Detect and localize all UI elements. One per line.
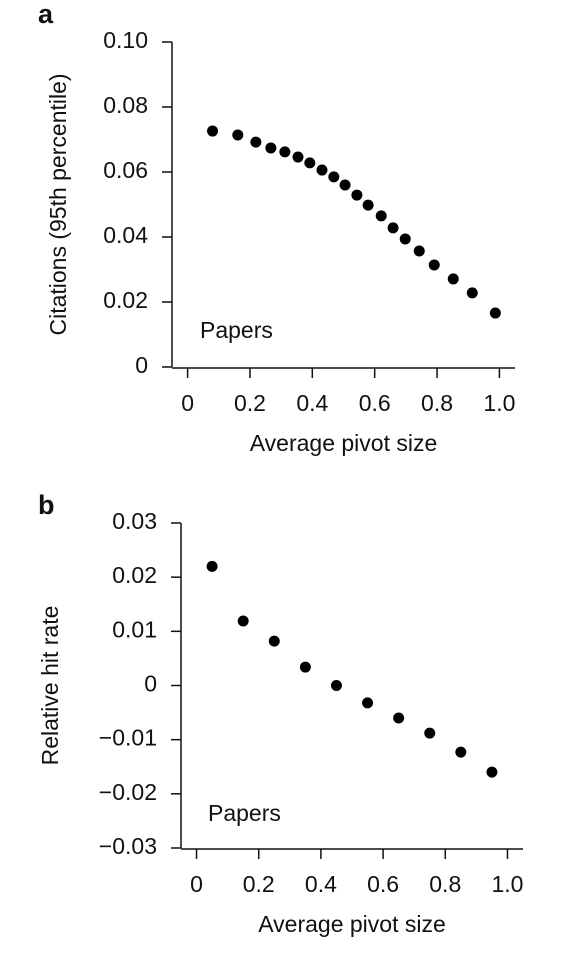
y-axis-label: Relative hit rate bbox=[37, 606, 63, 766]
x-tick-label: 0.2 bbox=[243, 871, 275, 897]
point bbox=[489, 307, 501, 319]
annotation: Papers bbox=[200, 317, 273, 343]
y-tick-label: −0.01 bbox=[99, 725, 157, 751]
panel-label: a bbox=[38, 0, 54, 29]
point bbox=[399, 233, 411, 245]
y-axis-label: Citations (95th percentile) bbox=[45, 73, 71, 335]
point bbox=[424, 727, 436, 739]
x-tick-label: 1.0 bbox=[491, 871, 523, 897]
x-tick-label: 0 bbox=[181, 390, 194, 416]
point bbox=[362, 697, 374, 709]
point bbox=[237, 615, 249, 627]
point bbox=[428, 259, 440, 271]
y-tick-label: 0 bbox=[135, 352, 148, 378]
point bbox=[207, 125, 219, 137]
point bbox=[232, 129, 244, 141]
point bbox=[413, 245, 425, 257]
point bbox=[304, 157, 316, 169]
point bbox=[362, 199, 374, 211]
x-tick-label: 0.8 bbox=[429, 871, 461, 897]
point bbox=[375, 210, 387, 222]
x-tick-label: 0.6 bbox=[359, 390, 391, 416]
y-tick-label: 0.03 bbox=[112, 508, 157, 534]
y-tick-label: 0 bbox=[144, 671, 157, 697]
point bbox=[330, 680, 342, 691]
point bbox=[250, 136, 262, 148]
panel-label: b bbox=[38, 490, 55, 520]
x-tick-label: 0.8 bbox=[421, 390, 453, 416]
point bbox=[268, 635, 280, 647]
point bbox=[299, 661, 311, 673]
y-tick-label: 0.06 bbox=[103, 157, 148, 183]
y-tick-label: 0.08 bbox=[103, 92, 148, 118]
point bbox=[393, 712, 405, 724]
point bbox=[455, 746, 467, 758]
x-tick-label: 0 bbox=[190, 871, 203, 897]
point bbox=[328, 171, 340, 183]
point bbox=[387, 222, 399, 234]
point bbox=[351, 189, 363, 201]
point bbox=[339, 179, 351, 191]
point bbox=[466, 287, 478, 299]
annotation: Papers bbox=[208, 800, 281, 826]
y-tick-label: −0.03 bbox=[99, 833, 157, 859]
x-tick-label: 0.6 bbox=[367, 871, 399, 897]
y-tick-label: −0.02 bbox=[99, 779, 157, 805]
y-tick-label: 0.04 bbox=[103, 222, 148, 248]
point bbox=[206, 560, 218, 572]
y-tick-label: 0.02 bbox=[112, 562, 157, 588]
x-axis-label: Average pivot size bbox=[250, 430, 438, 456]
point bbox=[447, 273, 459, 285]
y-tick-label: 0.02 bbox=[103, 287, 148, 313]
point bbox=[486, 766, 498, 778]
point bbox=[316, 164, 328, 176]
y-tick-label: 0.01 bbox=[112, 616, 157, 642]
x-axis-label: Average pivot size bbox=[258, 911, 446, 937]
y-tick-label: 0.10 bbox=[103, 27, 148, 53]
x-tick-label: 0.2 bbox=[234, 390, 266, 416]
x-tick-label: 0.4 bbox=[296, 390, 328, 416]
x-tick-label: 0.4 bbox=[305, 871, 337, 897]
x-tick-label: 1.0 bbox=[483, 390, 515, 416]
point bbox=[265, 142, 277, 154]
point bbox=[279, 146, 291, 158]
point bbox=[292, 151, 304, 163]
